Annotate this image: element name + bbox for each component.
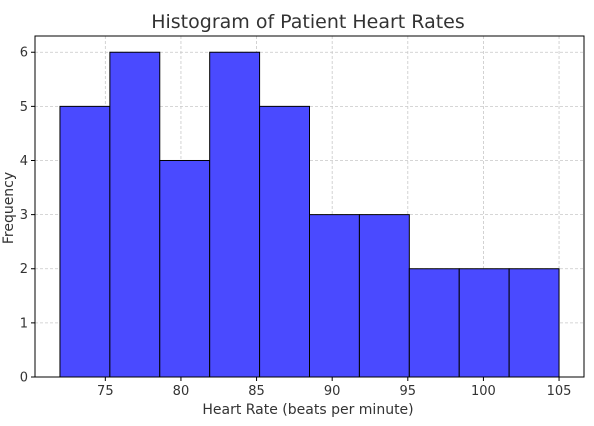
x-tick-label: 95: [400, 384, 417, 399]
x-axis-ticks: 75 80 85 90 95 100 105: [97, 377, 571, 399]
x-tick-label: 105: [547, 384, 572, 399]
histogram-bar: [408, 268, 460, 378]
histogram-bar: [358, 214, 410, 378]
histogram-bar: [159, 159, 211, 378]
x-tick-label: 90: [324, 384, 341, 399]
plot-frame: [34, 35, 585, 378]
histogram-bar: [59, 105, 111, 378]
y-axis-label: Frequency: [1, 172, 17, 244]
chart-title: Histogram of Patient Heart Rates: [151, 11, 465, 33]
y-tick-label: 3: [20, 208, 28, 223]
histogram-bar: [209, 51, 261, 378]
y-axis-ticks: 0 1 2 3 4 5 6: [20, 46, 35, 386]
y-tick-label: 4: [20, 154, 28, 169]
histogram-bars: [59, 51, 560, 378]
y-tick-label: 1: [20, 316, 28, 331]
histogram-bar: [458, 268, 510, 378]
x-tick-label: 100: [471, 384, 496, 399]
y-tick-label: 2: [20, 262, 28, 277]
histogram-bar: [259, 105, 311, 378]
histogram-bar: [508, 268, 560, 378]
x-tick-label: 80: [173, 384, 190, 399]
y-tick-label: 6: [20, 46, 28, 61]
y-tick-label: 0: [20, 371, 28, 386]
axes: [34, 35, 585, 378]
y-tick-label: 5: [20, 100, 28, 115]
histogram-bar: [109, 51, 161, 378]
histogram-bar: [309, 214, 360, 378]
x-tick-label: 75: [97, 384, 114, 399]
x-axis-label: Heart Rate (beats per minute): [202, 402, 413, 418]
x-tick-label: 85: [248, 384, 265, 399]
